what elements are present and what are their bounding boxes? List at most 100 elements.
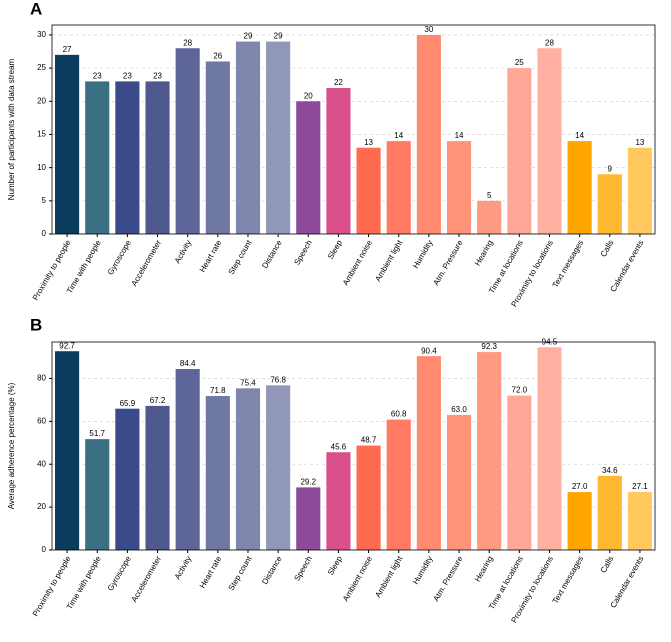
bar — [145, 405, 170, 550]
value-label: 27.0 — [572, 482, 588, 491]
bar — [326, 88, 351, 235]
value-label: 65.9 — [120, 399, 136, 408]
x-tick-label: Sleep — [326, 554, 344, 577]
panel-label: A — [30, 0, 42, 18]
y-tick-label: 10 — [37, 163, 46, 172]
bar — [477, 200, 502, 234]
value-label: 30 — [424, 25, 433, 34]
x-tick-label: Ambient light — [373, 238, 404, 283]
x-tick-label: Time with people — [65, 554, 103, 611]
x-tick-label: Activity — [173, 555, 193, 581]
plot-frame — [51, 341, 656, 551]
x-tick-label: Accelerometer — [130, 554, 164, 603]
bar — [205, 396, 230, 550]
bar — [235, 388, 261, 550]
value-label: 76.8 — [270, 375, 286, 384]
bar — [55, 351, 80, 550]
x-tick-label: Ambient noise — [341, 238, 374, 287]
x-tick-label: Atm. Pressure — [431, 554, 464, 603]
x-tick-label: Atm. Pressure — [431, 238, 464, 287]
bar — [627, 491, 652, 550]
x-tick-label: Heart rate — [198, 238, 224, 274]
x-tick-label: Calls — [599, 555, 616, 575]
bar — [507, 68, 532, 234]
x-tick-label: Step count — [227, 554, 254, 592]
bar — [205, 61, 230, 234]
value-label: 29 — [244, 32, 253, 41]
bar — [175, 48, 200, 234]
value-label: 51.7 — [89, 429, 105, 438]
x-tick-label: Calendar events — [609, 239, 646, 294]
value-label: 9 — [608, 164, 613, 173]
bar — [175, 369, 200, 550]
bar — [446, 414, 472, 550]
bar — [296, 487, 321, 550]
value-label: 13 — [635, 138, 644, 147]
value-label: 28 — [183, 38, 192, 47]
value-label: 45.6 — [331, 442, 347, 451]
value-label: 48.7 — [361, 436, 377, 445]
value-label: 5 — [487, 191, 492, 200]
x-tick-label: Speech — [292, 555, 313, 583]
value-label: 28 — [545, 38, 554, 47]
value-label: 60.8 — [391, 410, 407, 419]
y-tick-label: 40 — [37, 459, 46, 468]
x-tick-label: Gyroscope — [106, 238, 133, 276]
x-tick-label: Distance — [260, 238, 284, 270]
bar — [507, 395, 532, 550]
value-label: 72.0 — [512, 386, 528, 395]
value-label: 34.6 — [602, 466, 618, 475]
bar — [266, 385, 291, 550]
y-tick-label: 0 — [42, 545, 47, 554]
bar — [567, 492, 592, 550]
bar — [85, 439, 110, 550]
bar — [356, 445, 381, 550]
bar — [537, 48, 562, 234]
value-label: 75.4 — [240, 378, 256, 387]
y-tick-label: 20 — [37, 96, 46, 105]
value-label: 22 — [334, 78, 343, 87]
bar — [145, 81, 170, 235]
bar — [235, 41, 261, 234]
value-label: 25 — [515, 58, 524, 67]
x-tick-label: Distance — [260, 554, 284, 586]
bar — [266, 41, 291, 234]
x-tick-label: Hearing — [473, 239, 495, 268]
bar — [597, 174, 622, 234]
value-label: 90.4 — [421, 346, 437, 355]
x-tick-label: Text messages — [551, 239, 585, 290]
bar — [597, 475, 622, 550]
bar — [537, 347, 562, 550]
x-tick-label: Step count — [227, 238, 254, 276]
x-tick-label: Speech — [292, 239, 313, 267]
bar — [477, 352, 502, 550]
value-label: 14 — [575, 131, 584, 140]
value-label: 13 — [364, 138, 373, 147]
x-tick-label: Activity — [173, 239, 193, 265]
value-label: 27.1 — [632, 482, 648, 491]
value-label: 63.0 — [451, 405, 467, 414]
value-label: 29 — [274, 32, 283, 41]
x-tick-label: Calendar events — [609, 555, 646, 610]
bar — [296, 101, 321, 234]
x-tick-label: Humidity — [411, 239, 434, 270]
y-tick-label: 5 — [42, 196, 47, 205]
y-axis-label: Number of participants with data stream — [7, 58, 16, 200]
value-label: 71.8 — [210, 386, 226, 395]
value-label: 26 — [213, 52, 222, 61]
value-label: 92.3 — [481, 342, 497, 351]
bar — [627, 147, 652, 234]
x-tick-label: Text messages — [551, 555, 585, 606]
bar — [326, 452, 351, 550]
value-label: 92.7 — [59, 341, 75, 350]
value-label: 14 — [394, 131, 403, 140]
bar — [386, 141, 411, 234]
bar — [416, 34, 441, 235]
y-tick-label: 20 — [37, 502, 46, 511]
value-label: 84.4 — [180, 359, 196, 368]
value-label: 20 — [304, 91, 313, 100]
y-tick-label: 25 — [37, 63, 46, 72]
x-tick-label: Heart rate — [198, 554, 224, 590]
y-tick-label: 15 — [37, 130, 46, 139]
